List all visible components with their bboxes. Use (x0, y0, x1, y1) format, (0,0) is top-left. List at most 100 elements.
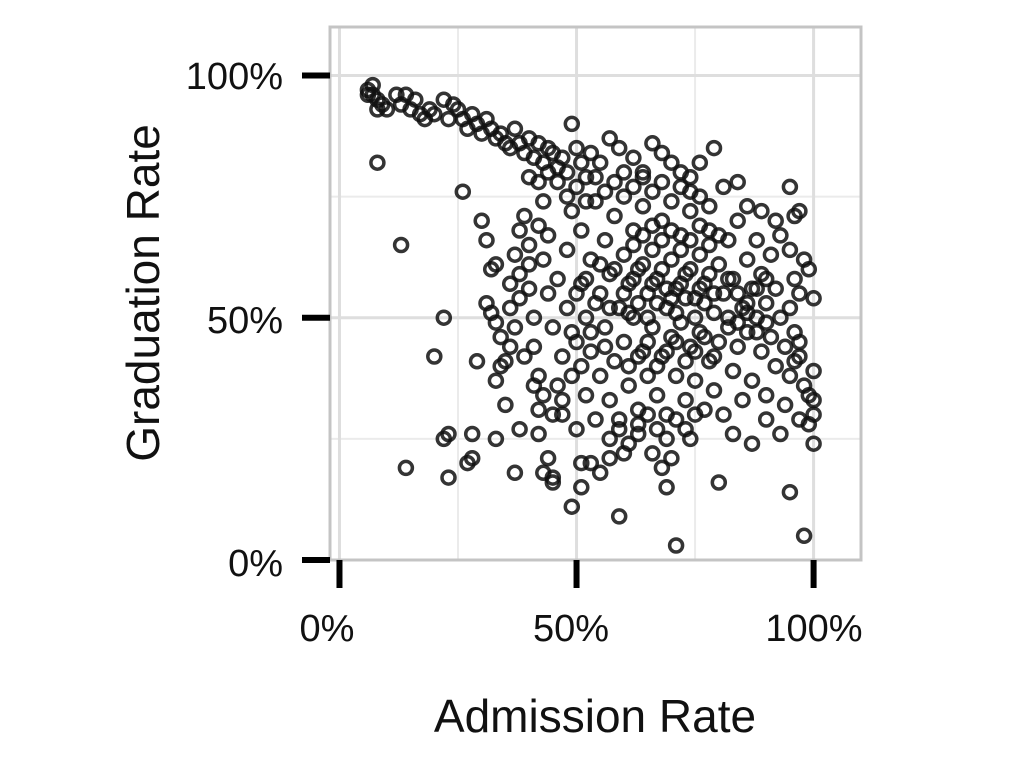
data-point (392, 236, 410, 254)
data-point (549, 270, 566, 288)
data-point (610, 420, 628, 438)
data-point (591, 256, 609, 273)
data-point (682, 202, 699, 220)
data-point (530, 217, 547, 234)
data-point (587, 193, 604, 210)
data-point (478, 231, 495, 249)
data-point (677, 391, 694, 409)
data-point (606, 261, 623, 278)
data-point (757, 314, 775, 331)
data-point (615, 164, 633, 181)
data-point (672, 241, 690, 259)
data-point (729, 338, 746, 356)
data-point (487, 314, 505, 331)
data-point (506, 464, 524, 482)
data-point (506, 246, 524, 263)
data-point (705, 285, 723, 302)
data-point (644, 241, 661, 259)
data-point (805, 435, 822, 452)
data-point (554, 149, 571, 167)
data-point (554, 391, 571, 409)
data-point (582, 343, 600, 360)
data-point (667, 333, 685, 351)
data-point (558, 241, 576, 259)
data-point (511, 420, 528, 438)
data-point (805, 362, 822, 380)
data-point (686, 372, 704, 389)
data-point (644, 275, 661, 293)
data-point (677, 290, 694, 307)
data-point (473, 212, 490, 230)
data-point (738, 198, 756, 215)
data-point (653, 144, 671, 162)
data-point (691, 154, 709, 171)
data-point (667, 537, 685, 554)
data-point (601, 449, 618, 467)
data-point (563, 202, 581, 220)
data-point (629, 425, 647, 443)
data-point (501, 338, 519, 356)
data-point (658, 280, 675, 297)
data-point (738, 304, 756, 322)
data-point (568, 285, 585, 302)
axis-ticks (302, 72, 817, 588)
x-tick-label-0: 0% (300, 608, 355, 650)
data-point (563, 115, 581, 133)
data-point (454, 183, 472, 200)
data-point (644, 183, 661, 200)
data-point (573, 154, 590, 171)
data-point (535, 251, 552, 268)
data-point (506, 319, 524, 336)
data-point (577, 168, 595, 186)
data-point (525, 338, 543, 356)
data-point (625, 236, 642, 254)
data-point (558, 164, 576, 181)
data-point (492, 328, 509, 346)
data-point (487, 372, 505, 389)
data-point (800, 387, 818, 404)
data-point (582, 144, 600, 162)
data-point (573, 479, 590, 496)
data-point (738, 324, 756, 341)
data-point (549, 377, 566, 394)
data-point (705, 348, 723, 365)
data-point (596, 183, 614, 200)
data-points (359, 76, 822, 554)
data-point (639, 333, 656, 351)
data-point (582, 454, 600, 472)
data-point (364, 86, 381, 104)
data-point (644, 445, 661, 462)
data-point (573, 222, 590, 239)
data-point (653, 459, 671, 477)
data-point (791, 333, 808, 351)
data-point (710, 227, 728, 244)
data-point (762, 328, 780, 346)
data-point (629, 348, 647, 365)
data-point (701, 236, 718, 254)
data-point (772, 425, 789, 443)
data-point (497, 396, 514, 414)
data-point (696, 294, 713, 312)
data-point (582, 324, 600, 341)
data-point (587, 294, 604, 312)
data-point (701, 198, 718, 215)
data-point (738, 294, 756, 312)
data-point (644, 135, 661, 152)
data-point (544, 469, 562, 486)
data-point (539, 164, 557, 181)
data-point (691, 217, 709, 234)
data-point (724, 425, 742, 443)
data-point (554, 348, 571, 365)
data-point (539, 449, 557, 467)
data-point (795, 527, 813, 545)
data-point (791, 285, 808, 302)
data-point (753, 202, 770, 220)
data-point (663, 154, 680, 171)
data-point (644, 217, 661, 234)
data-point (767, 212, 784, 230)
data-point (615, 285, 633, 302)
data-point (729, 212, 746, 230)
data-point (734, 391, 751, 409)
data-point (653, 261, 671, 278)
x-tick-label-2: 100% (765, 608, 862, 650)
